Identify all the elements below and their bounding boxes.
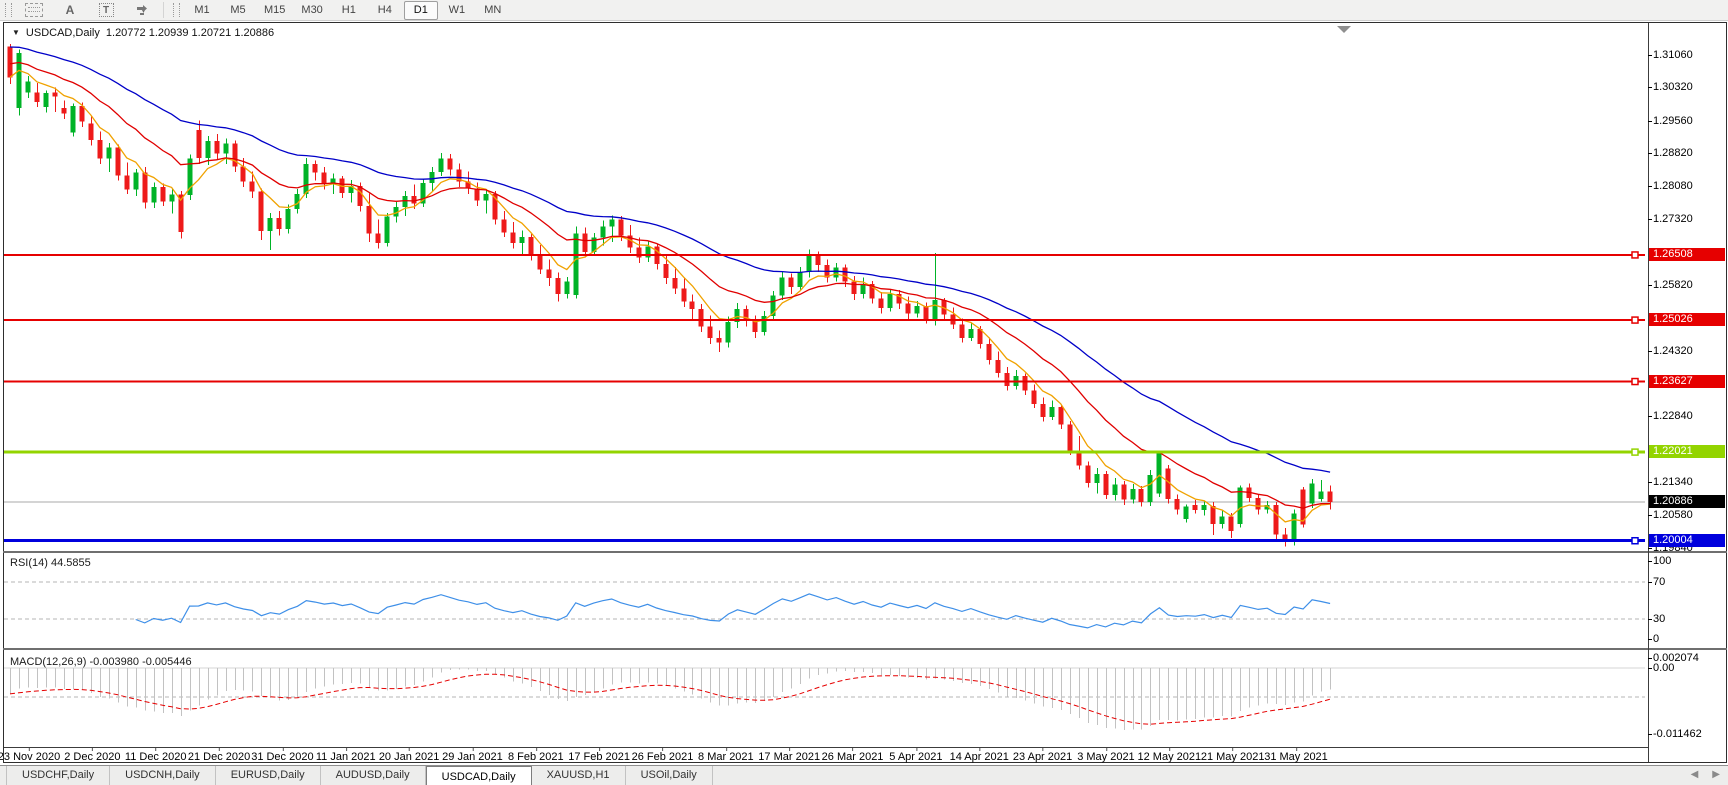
chart-tab-usdcad[interactable]: USDCAD,Daily xyxy=(425,766,532,785)
drawing-toolbar: FAT▾ xyxy=(17,1,159,30)
timeframe-m1[interactable]: M1 xyxy=(194,4,210,16)
rsi-tick: 30 xyxy=(1647,613,1666,625)
date-label: 17 Feb 2021 xyxy=(568,748,631,763)
chart-tab-eurusd[interactable]: EURUSD,Daily xyxy=(216,766,321,785)
chart-window[interactable] xyxy=(3,22,1727,763)
macd-tick: -0.011462 xyxy=(1648,728,1702,740)
toolbar-grip[interactable] xyxy=(173,3,180,17)
macd-label: MACD(12,26,9) -0.003980 -0.005446 xyxy=(10,656,192,668)
chart-tab-xauusd[interactable]: XAUUSD,H1 xyxy=(532,766,626,785)
hline-price-label: 1.23627 xyxy=(1649,375,1725,388)
hline-price-label: 1.26508 xyxy=(1649,248,1725,261)
date-label: 31 May 2021 xyxy=(1264,748,1328,763)
rsi-label: RSI(14) 44.5855 xyxy=(10,557,91,569)
date-label: 8 Mar 2021 xyxy=(698,748,754,763)
chart-tab-usdchf[interactable]: USDCHF,Daily xyxy=(6,766,111,785)
price-tick: 1.28080 xyxy=(1648,180,1693,192)
price-tick: 1.22840 xyxy=(1648,410,1693,422)
chart-tab-usdcnh[interactable]: USDCNH,Daily xyxy=(110,766,216,785)
hline-price-label: 1.20004 xyxy=(1649,534,1725,547)
toolbar-separator xyxy=(163,2,164,18)
price-tick: 1.24320 xyxy=(1648,345,1693,357)
timeframe-m30[interactable]: M30 xyxy=(301,4,323,16)
hline-handle[interactable] xyxy=(1631,251,1639,259)
price-chart-canvas[interactable] xyxy=(4,40,1645,551)
arrows-tool-icon[interactable]: ▾ xyxy=(125,1,159,20)
chart-tabs: USDCHF,Daily USDCNH,Daily EURUSD,Daily AUDU… xyxy=(6,766,713,785)
date-label: 8 Feb 2021 xyxy=(507,748,564,763)
symbol-period-label: USDCAD,Daily xyxy=(25,26,100,39)
date-label: 11 Dec 2020 xyxy=(124,748,187,763)
hline-price-label: 1.25026 xyxy=(1649,313,1725,326)
chart-title: ▼ USDCAD,Daily 1.20772 1.20939 1.20721 1… xyxy=(12,26,274,39)
ohlc-quote: 1.20772 1.20939 1.20721 1.20886 xyxy=(105,26,275,39)
hline-handle[interactable] xyxy=(1631,377,1639,386)
toolbar: FAT▾ M1 M5 M15 M30 H1 H4 D1 W1 MN xyxy=(0,0,1728,30)
date-label: 14 Apr 2021 xyxy=(949,748,1009,763)
date-label: 11 Jan 2021 xyxy=(315,748,376,763)
price-axis-separator xyxy=(1648,23,1649,762)
timeframe-h4[interactable]: H4 xyxy=(377,4,392,16)
date-label: 3 May 2021 xyxy=(1077,748,1135,763)
timeframe-m5[interactable]: M5 xyxy=(230,4,246,16)
price-tick: 1.28820 xyxy=(1648,147,1693,159)
macd-tick: 0.00 xyxy=(1647,662,1675,674)
price-tick: 1.30320 xyxy=(1648,81,1693,93)
date-label: 23 Nov 2020 xyxy=(0,748,60,763)
price-tick: 1.29560 xyxy=(1648,115,1693,127)
macd-panel-bottom-border xyxy=(4,747,1649,748)
date-label: 21 Dec 2020 xyxy=(187,748,251,763)
timeframe-h1[interactable]: H1 xyxy=(341,4,356,16)
tab-scroll-buttons: ◀ ▶ xyxy=(1691,769,1720,780)
hline-handle[interactable] xyxy=(1631,536,1639,545)
timeframe-w1[interactable]: W1 xyxy=(448,4,466,16)
rsi-tick: 100 xyxy=(1647,555,1672,567)
fibonacci-tool-icon[interactable]: F xyxy=(17,1,51,30)
date-label: 23 Apr 2021 xyxy=(1012,748,1073,763)
date-label: 12 May 2021 xyxy=(1137,748,1202,763)
date-label: 29 Jan 2021 xyxy=(442,748,503,763)
panel-splitter[interactable] xyxy=(3,648,1727,650)
timeframe-m15[interactable]: M15 xyxy=(264,4,286,16)
chart-shift-marker-icon[interactable] xyxy=(1337,26,1351,33)
panel-splitter[interactable] xyxy=(3,551,1727,553)
date-label: 20 Jan 2021 xyxy=(378,748,440,763)
current-price-label: 1.20886 xyxy=(1649,495,1725,508)
price-tick: 1.20580 xyxy=(1648,509,1693,521)
price-tick: 1.21340 xyxy=(1648,476,1693,488)
price-tick: 1.27320 xyxy=(1648,213,1693,225)
tab-scroll-right-icon[interactable]: ▶ xyxy=(1712,769,1720,780)
chart-tab-bar: USDCHF,Daily USDCNH,Daily EURUSD,Daily AUDU… xyxy=(0,765,1728,785)
rsi-tick: 70 xyxy=(1647,576,1666,588)
timeframe-toolbar: M1 M5 M15 M30 H1 H4 D1 W1 MN xyxy=(185,0,510,20)
timeframe-d1[interactable]: D1 xyxy=(403,0,438,20)
date-label: 26 Feb 2021 xyxy=(631,748,694,763)
date-label: 17 Mar 2021 xyxy=(758,748,821,763)
chart-tab-usoil[interactable]: USOil,Daily xyxy=(626,766,713,785)
rsi-panel-canvas[interactable] xyxy=(4,553,1645,648)
timeframe-mn[interactable]: MN xyxy=(484,4,502,16)
hline-handle[interactable] xyxy=(1631,316,1639,324)
macd-tick: 0.002074 xyxy=(1648,652,1699,664)
collapse-indicator-icon[interactable]: ▼ xyxy=(12,28,20,37)
hline-price-label: 1.22021 xyxy=(1649,445,1725,458)
price-tick: 1.25820 xyxy=(1648,279,1693,291)
date-label: 26 Mar 2021 xyxy=(821,748,884,763)
text-tool-icon[interactable]: T xyxy=(89,1,123,20)
date-label: 31 Dec 2020 xyxy=(251,748,314,763)
tab-scroll-left-icon[interactable]: ◀ xyxy=(1690,769,1699,780)
date-label: 5 Apr 2021 xyxy=(889,748,943,763)
date-label: 21 May 2021 xyxy=(1200,748,1265,763)
text-label-icon[interactable]: A xyxy=(65,3,75,17)
hline-handle[interactable] xyxy=(1631,448,1639,456)
toolbar-grip[interactable] xyxy=(5,3,12,17)
macd-panel-canvas[interactable] xyxy=(4,650,1645,747)
chart-tab-audusd[interactable]: AUDUSD,Daily xyxy=(321,766,426,785)
date-label: 2 Dec 2020 xyxy=(64,748,121,763)
price-tick: 1.31060 xyxy=(1648,49,1693,61)
rsi-tick: 0 xyxy=(1647,633,1660,645)
